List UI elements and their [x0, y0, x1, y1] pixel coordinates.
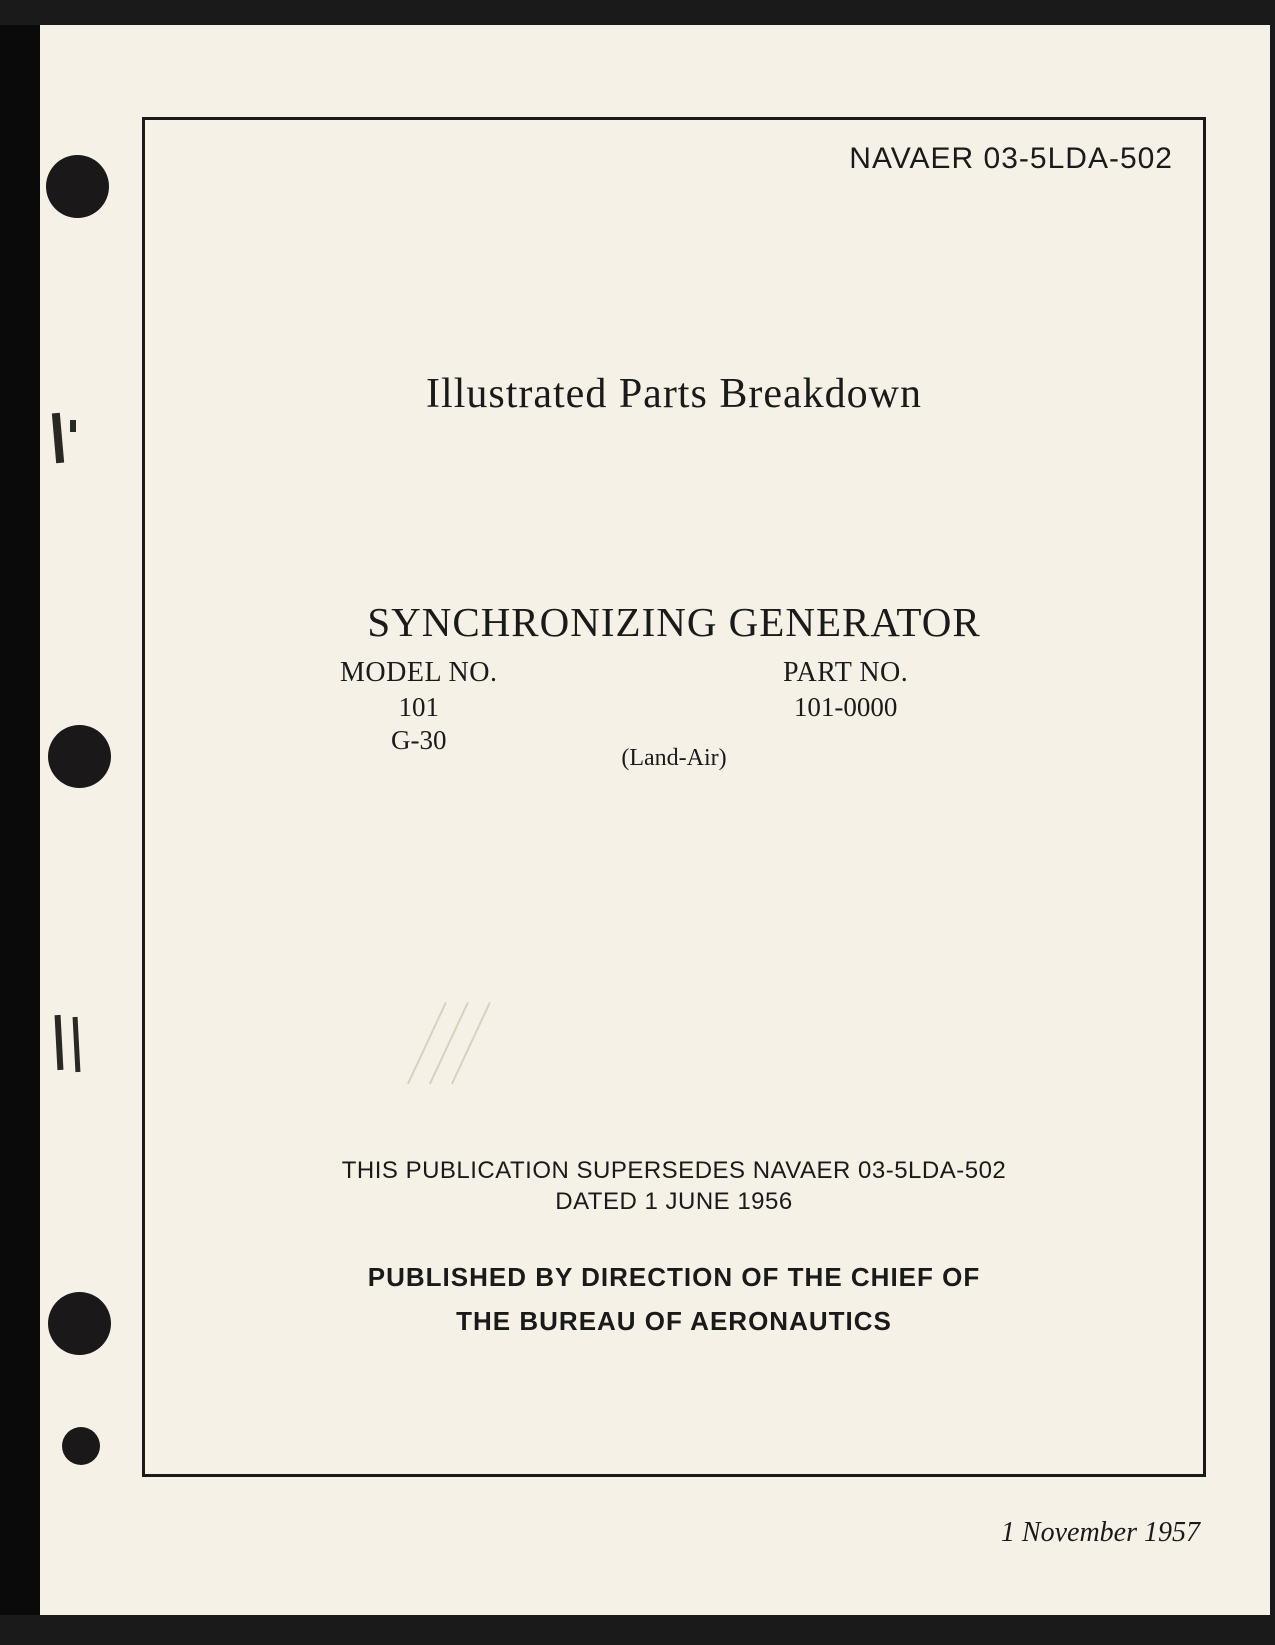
page-mark — [55, 1015, 64, 1070]
model-column: MODEL NO. 101 G-30 — [340, 657, 497, 756]
publisher-notice: PUBLISHED BY DIRECTION OF THE CHIEF OF T… — [145, 1255, 1203, 1343]
supersedes-notice: THIS PUBLICATION SUPERSEDES NAVAER 03-5L… — [145, 1155, 1203, 1217]
published-line-1: PUBLISHED BY DIRECTION OF THE CHIEF OF — [368, 1262, 980, 1292]
document-page: NAVAER 03-5LDA-502 Illustrated Parts Bre… — [40, 25, 1270, 1615]
title-subject: SYNCHRONIZING GENERATOR — [145, 598, 1203, 646]
published-line-2: THE BUREAU OF AERONAUTICS — [456, 1306, 892, 1336]
model-label: MODEL NO. — [340, 657, 497, 689]
page-edge-shadow — [0, 25, 40, 1615]
supersedes-line-2: DATED 1 JUNE 1956 — [555, 1188, 792, 1215]
punch-hole — [48, 1292, 111, 1355]
page-mark — [52, 413, 64, 464]
part-column: PART NO. 101-0000 — [783, 657, 908, 723]
part-value: 101-0000 — [783, 692, 908, 723]
supersedes-line-1: THIS PUBLICATION SUPERSEDES NAVAER 03-5L… — [342, 1157, 1007, 1184]
punch-hole — [46, 155, 109, 218]
page-mark — [70, 420, 76, 432]
model-value-1: 101 — [340, 692, 497, 723]
page-scratch-marks — [445, 1002, 540, 1082]
vendor-label: (Land-Air) — [145, 745, 1203, 772]
page-mark — [73, 1017, 81, 1072]
document-id: NAVAER 03-5LDA-502 — [849, 142, 1173, 176]
title-main: Illustrated Parts Breakdown — [145, 370, 1203, 418]
punch-hole-small — [62, 1427, 100, 1465]
publication-date: 1 November 1957 — [1001, 1517, 1200, 1549]
part-label: PART NO. — [783, 657, 908, 689]
content-border: NAVAER 03-5LDA-502 Illustrated Parts Bre… — [142, 117, 1206, 1477]
punch-hole — [48, 725, 111, 788]
